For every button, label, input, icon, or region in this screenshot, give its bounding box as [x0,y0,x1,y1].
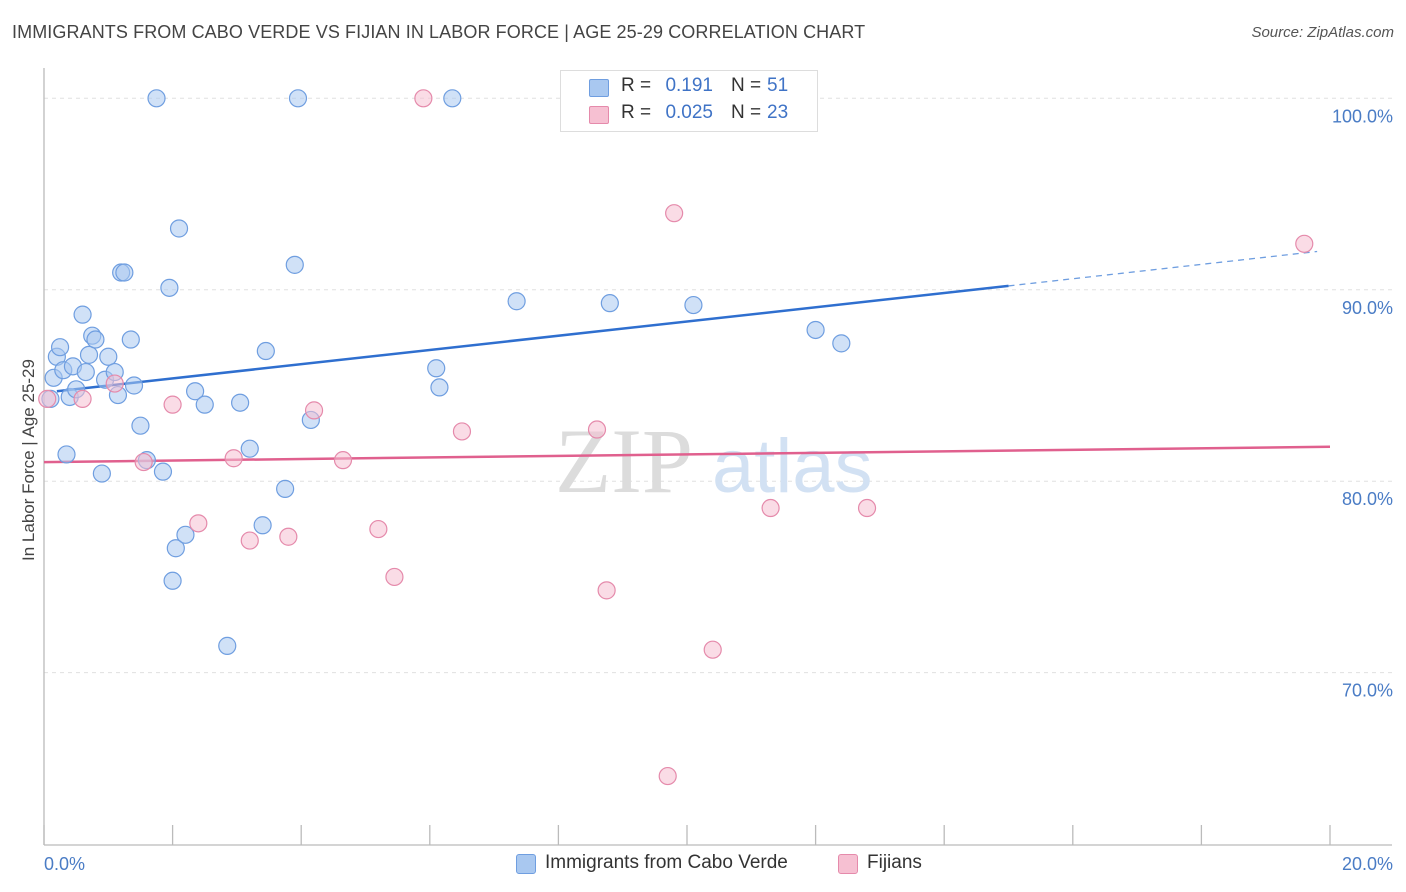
legend-n-value: 23 [767,102,789,123]
point-fijians [73,389,92,408]
legend-row-fijians: R = 0.025 N = 23 [561,102,817,128]
x-tick-label: 0.0% [44,854,85,874]
y-axis-label: In Labor Force | Age 25-29 [19,359,38,561]
point-cabo-verde [240,439,259,458]
chart-source: Source: ZipAtlas.com [1251,24,1394,41]
point-cabo-verde [86,330,105,349]
x-tick-labels: 0.0% 20.0% [44,854,1393,874]
axes [43,68,1392,846]
trend-line-fijians [43,445,1331,464]
point-fijians [597,581,616,600]
gridlines [44,97,1392,674]
trend-lines [43,250,1331,464]
point-cabo-verde [147,89,166,108]
point-cabo-verde [507,292,526,311]
point-cabo-verde [73,305,92,324]
point-fijians [857,498,877,518]
watermark: ZIP atlas [555,410,873,512]
point-fijians [224,449,243,468]
point-cabo-verde [50,338,70,357]
point-cabo-verde [79,345,99,364]
bottom-legend-cabo-verde: Immigrants from Cabo Verde [545,852,788,873]
point-cabo-verde [684,295,703,315]
point-cabo-verde [276,479,295,498]
bottom-legend-swatch-fijians [838,854,858,874]
point-fijians [665,204,684,223]
watermark-zip: ZIP [555,410,693,512]
legend-r-label: R = [621,102,652,123]
point-fijians [703,640,722,659]
point-cabo-verde [443,89,462,108]
watermark-atlas: atlas [712,424,873,509]
trend-line-cabo-verde [56,284,1009,393]
point-fijians [189,514,208,533]
point-fijians [105,374,124,393]
point-cabo-verde [285,255,304,274]
legend: R = 0.191 N = 51 R = 0.025 N = 23 [560,70,818,132]
legend-r-label: R = [621,75,652,96]
point-fijians [240,531,259,550]
legend-swatch-fijians [589,106,609,124]
point-cabo-verde [169,219,189,238]
point-cabo-verde [163,571,182,590]
point-cabo-verde [153,462,173,481]
point-fijians [369,519,388,539]
point-cabo-verde [427,359,446,378]
x-tick-label: 20.0% [1342,854,1393,874]
point-cabo-verde [430,378,449,397]
legend-r-value: 0.191 [665,75,713,96]
point-cabo-verde [99,347,118,366]
trend-line-cabo-verde-extension [1008,250,1318,287]
point-cabo-verde [166,539,185,558]
point-cabo-verde [231,393,250,412]
point-cabo-verde [195,395,214,414]
point-fijians [304,401,324,420]
y-tick-label: 70.0% [1342,681,1393,701]
y-tick-label: 100.0% [1332,106,1393,126]
legend-row-cabo-verde: R = 0.191 N = 51 [561,75,817,101]
data-points [38,89,1314,786]
point-fijians [333,451,353,470]
point-cabo-verde [600,294,619,313]
point-cabo-verde [57,445,76,464]
point-fijians [38,389,57,408]
point-fijians [658,766,677,786]
point-cabo-verde [806,320,825,340]
point-fijians [134,452,153,472]
legend-n-label: N = [731,102,762,123]
y-tick-label: 90.0% [1342,298,1393,318]
y-tick-label: 80.0% [1342,489,1393,509]
point-fijians [279,527,298,546]
point-cabo-verde [832,334,851,353]
legend-n-value: 51 [767,75,789,96]
point-cabo-verde [124,376,144,395]
point-fijians [385,567,404,587]
bottom-legend-swatch-cabo-verde [516,854,536,874]
point-cabo-verde [253,516,272,535]
point-cabo-verde [176,525,195,544]
bottom-legend-fijians: Fijians [867,852,922,873]
legend-r-value: 0.025 [665,102,713,123]
point-fijians [163,395,182,414]
point-fijians [1295,234,1314,253]
point-cabo-verde [186,382,205,401]
point-fijians [414,89,433,108]
point-cabo-verde [256,341,275,361]
legend-swatch-cabo-verde [589,79,609,97]
point-cabo-verde [218,636,237,655]
point-fijians [587,420,607,439]
chart-title: IMMIGRANTS FROM CABO VERDE VS FIJIAN IN … [12,22,866,42]
legend-n-label: N = [731,75,762,96]
point-cabo-verde [115,263,134,282]
point-fijians [761,498,780,518]
point-cabo-verde [76,362,95,382]
point-cabo-verde [131,416,150,435]
point-fijians [452,422,472,441]
point-cabo-verde [92,464,111,483]
point-cabo-verde [121,330,140,349]
point-cabo-verde [288,89,308,108]
point-cabo-verde [160,278,179,297]
y-tick-labels: 70.0% 80.0% 90.0% 100.0% [1332,106,1393,700]
